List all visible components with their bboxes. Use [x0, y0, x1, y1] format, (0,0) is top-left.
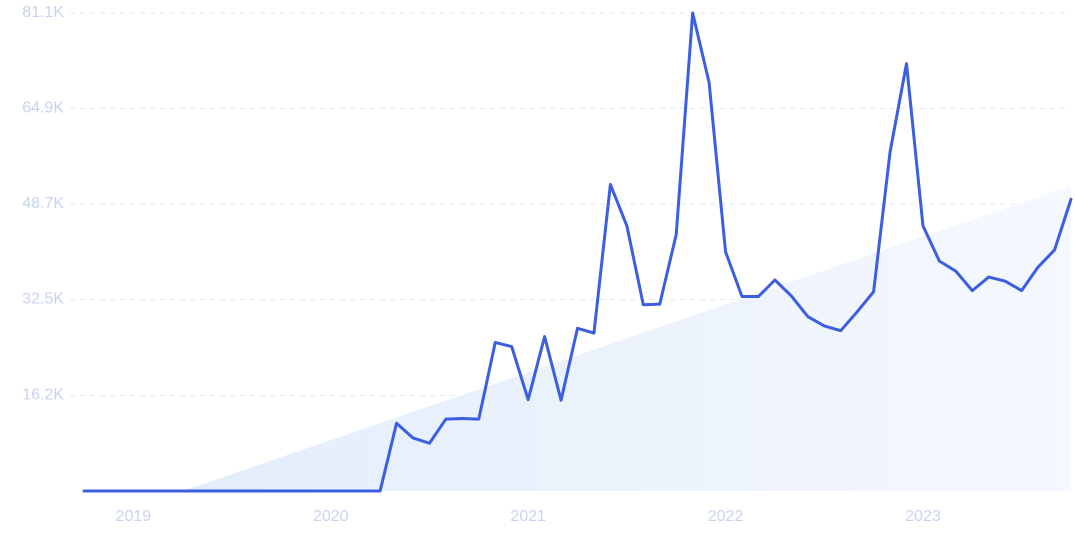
trend-area	[182, 185, 1071, 491]
x-tick-label: 2019	[116, 508, 152, 525]
line-layer	[82, 11, 1073, 493]
x-tick-label: 2021	[510, 508, 546, 525]
x-tick-label: 2022	[708, 508, 744, 525]
y-tick-label: 48.7K	[22, 195, 64, 212]
y-tick-label: 64.9K	[22, 100, 64, 117]
y-tick-label: 16.2K	[22, 387, 64, 404]
axis-layer: 16.2K 32.5K 48.7K 64.9K 81.1K 2019 2020 2021 202…	[22, 4, 941, 525]
y-tick-label: 81.1K	[22, 4, 64, 21]
x-tick-label: 2020	[313, 508, 349, 525]
y-tick-label: 32.5K	[22, 291, 64, 308]
x-tick-label: 2023	[905, 508, 941, 525]
series-line	[82, 11, 1073, 493]
trend-area-layer	[182, 185, 1071, 491]
